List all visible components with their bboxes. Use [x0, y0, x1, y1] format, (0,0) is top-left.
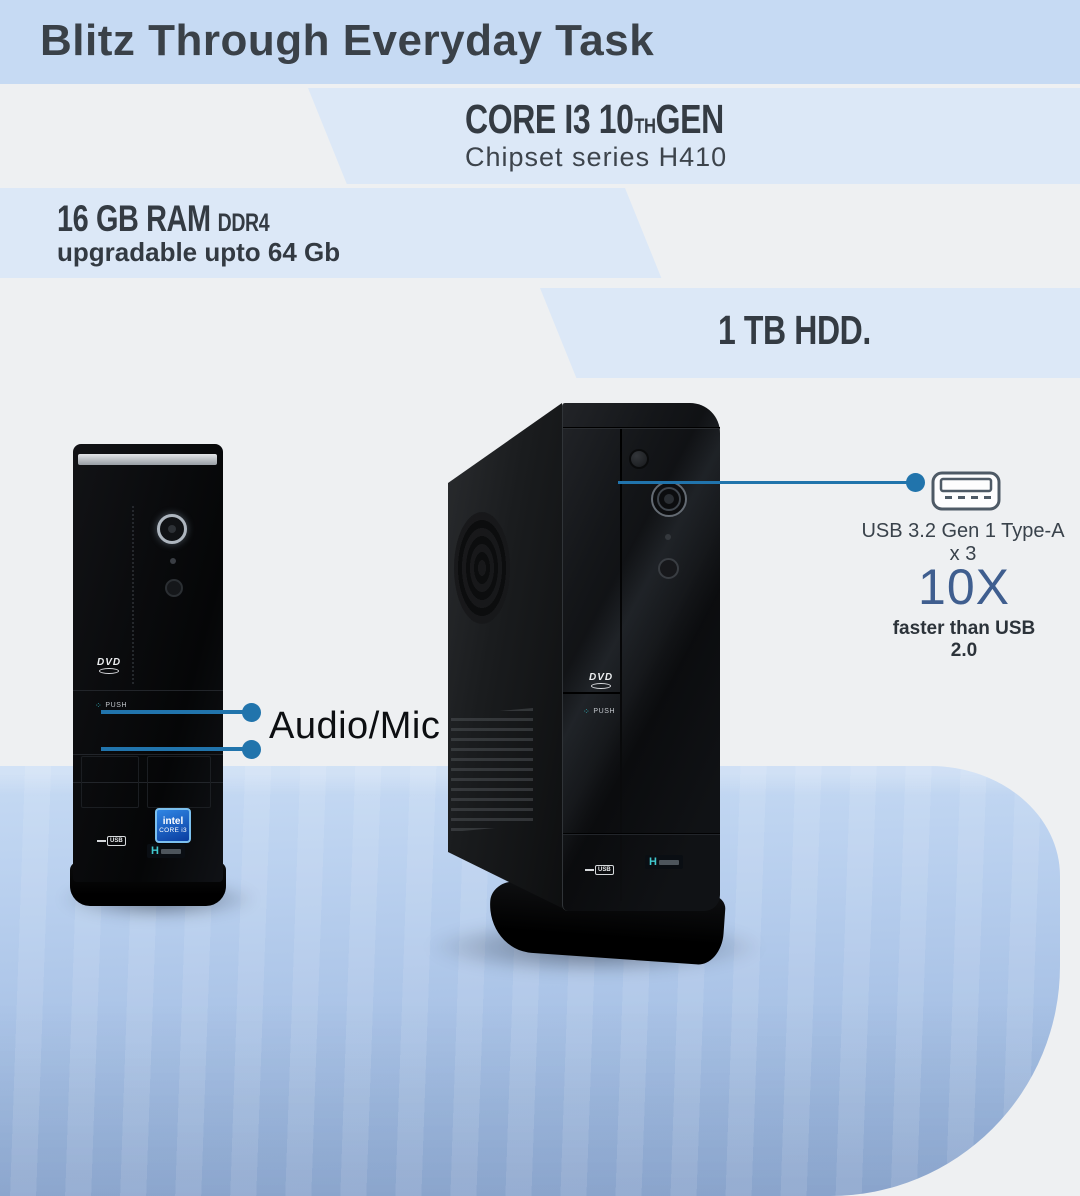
front-panel-groove [620, 429, 622, 901]
page-title: Blitz Through Everyday Task [40, 16, 655, 65]
brand-logo: H [147, 844, 185, 858]
title-banner: Blitz Through Everyday Task [0, 0, 1080, 84]
brand-wordmark [160, 848, 181, 854]
large-tower-top-button [629, 449, 649, 469]
small-tower-front-panel: DVD ⁘ PUSH USB intel CORE i3 H [73, 444, 223, 882]
audio-callout-dot-1 [242, 703, 261, 722]
front-bezel-seam [563, 427, 720, 429]
large-tower-led [665, 534, 671, 540]
side-fan-vent [454, 512, 510, 624]
ram-heading-main: 16 GB RAM [57, 198, 211, 239]
storage-heading: 1 TB HDD. [718, 307, 914, 354]
audio-callout-line-1 [101, 710, 243, 714]
large-tower-front-panel: DVD ⁘ PUSH USB H [562, 403, 720, 911]
small-tower-top-trim [78, 454, 217, 465]
small-tower-power-button [157, 514, 187, 544]
cpu-heading-tail: GEN [655, 96, 725, 142]
eject-icon: ⁘ [583, 707, 591, 716]
side-vent-slots [451, 708, 533, 832]
dvd-logo: DVD [589, 673, 613, 689]
power-button-center [664, 494, 674, 504]
large-tower-power-button [651, 481, 687, 517]
usb-callout-line [618, 481, 908, 484]
optical-drive-push-label: ⁘ PUSH [583, 707, 616, 716]
dvd-logo: DVD [97, 658, 121, 674]
large-pc-tower: DVD ⁘ PUSH USB H [437, 400, 727, 968]
usb-prong-icon [97, 840, 106, 842]
optical-bay-seam [563, 692, 620, 694]
cpu-heading-main: CORE I3 10 [465, 96, 634, 142]
audio-callout-line-2 [101, 747, 243, 751]
usb-prong-icon [585, 869, 594, 871]
small-tower-led [170, 558, 176, 564]
lower-front-seam [563, 833, 720, 835]
power-button-center [168, 525, 176, 533]
eject-icon: ⁘ [95, 701, 103, 710]
ram-heading: 16 GB RAM DDR4 [57, 198, 329, 240]
small-pc-tower: DVD ⁘ PUSH USB intel CORE i3 H [70, 444, 226, 906]
cpu-heading-superscript: TH [634, 114, 656, 138]
usb-speed-value: 10X [918, 559, 1010, 615]
usb-speed-note: faster than USB 2.0 [892, 618, 1036, 661]
cpu-heading: CORE I3 10 TH GEN [465, 96, 797, 143]
front-panel-sheen [563, 403, 720, 911]
ram-heading-type: DDR4 [217, 209, 270, 237]
brand-wordmark [658, 859, 679, 865]
dvd-disc-oval [591, 683, 612, 689]
usb-port-logo: USB [97, 836, 126, 846]
audio-mic-label: Audio/Mic [269, 705, 441, 747]
small-tower-reset-button [165, 579, 183, 597]
small-tower-seam [73, 690, 223, 691]
usb-type-a-icon [931, 471, 1001, 511]
cpu-subheading: Chipset series H410 [465, 142, 728, 172]
storage-heading-text: 1 TB HDD. [718, 307, 871, 353]
large-tower-reset-button [658, 558, 679, 579]
optical-drive-push-label: ⁘ PUSH [95, 701, 128, 710]
drive-bay-cover [147, 756, 211, 808]
brand-logo: H [645, 855, 683, 869]
intel-core-i3-badge: intel CORE i3 [155, 808, 191, 843]
usb-caption: USB 3.2 Gen 1 Type-A x 3 [861, 520, 1065, 565]
dvd-disc-oval [99, 668, 120, 674]
usb-callout-dot [906, 473, 925, 492]
audio-callout-dot-2 [242, 740, 261, 759]
drive-bay-cover [81, 756, 139, 808]
usb-port-logo: USB [585, 865, 614, 875]
ram-subheading: upgradable upto 64 Gb [57, 237, 341, 267]
small-tower-seam [73, 782, 223, 783]
power-button-ring [657, 487, 681, 511]
small-tower-panel-seam [132, 506, 134, 684]
small-tower-seam [73, 754, 223, 755]
